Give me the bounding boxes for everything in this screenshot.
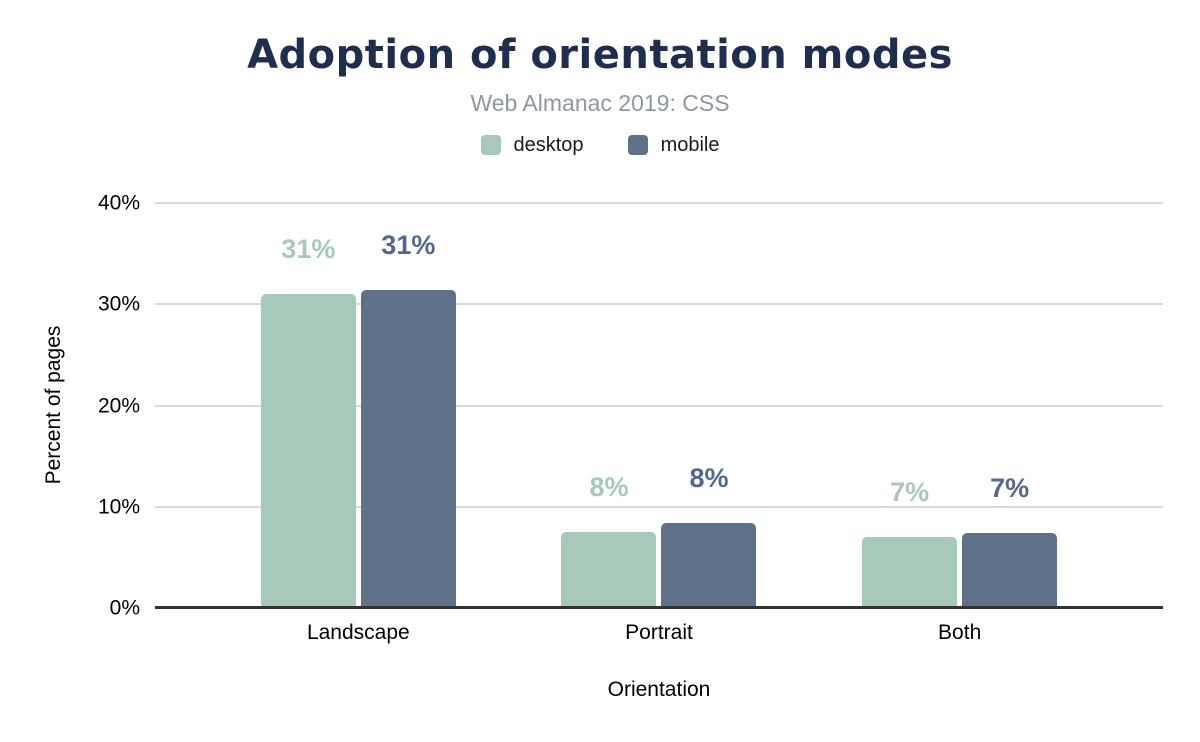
bar-group-both: 7% 7% Both — [809, 203, 1110, 644]
legend-label-mobile: mobile — [660, 134, 720, 157]
legend-label-desktop: desktop — [513, 134, 584, 157]
gridline-30 — [155, 303, 1163, 306]
bar-desktop-portrait[interactable]: 8% — [561, 474, 657, 608]
y-axis-title: Percent of pages — [42, 325, 65, 485]
bar-mobile-landscape[interactable]: 31% — [360, 232, 456, 608]
x-axis-line — [155, 606, 1163, 609]
bar-value-label-desktop-portrait: 8% — [589, 472, 629, 503]
gridline-10 — [155, 505, 1163, 508]
gridline-40 — [155, 202, 1163, 204]
bar-value-label-desktop-both: 7% — [890, 477, 930, 508]
bar-value-label-desktop-landscape: 31% — [281, 234, 336, 265]
y-tick-label-10: 10% — [97, 495, 140, 519]
bar-value-label-mobile-landscape: 31% — [381, 230, 436, 261]
bar-group-portrait: 8% 8% Portrait — [509, 203, 810, 644]
x-tick-label-portrait: Portrait — [625, 621, 693, 644]
legend-swatch-desktop-icon — [480, 135, 501, 156]
bar-desktop-both[interactable]: 7% — [862, 479, 958, 608]
chart-subtitle: Web Almanac 2019: CSS — [470, 90, 730, 116]
x-tick-label-both: Both — [938, 621, 982, 644]
bar-value-label-mobile-portrait: 8% — [689, 462, 729, 493]
y-tick-label-0: 0% — [109, 596, 140, 620]
x-tick-label-landscape: Landscape — [306, 621, 410, 644]
gridline-20 — [155, 404, 1163, 407]
plot-area: 0% 10% 20% 30% 40% 31% 31% Landscape 8% 8% Po… — [98, 193, 1163, 644]
x-axis-title: Orientation — [607, 678, 711, 701]
bar-desktop-landscape[interactable]: 31% — [260, 236, 356, 608]
legend: desktop mobile — [0, 134, 1200, 157]
bar-value-label-mobile-both: 7% — [990, 473, 1030, 504]
legend-item-desktop: desktop — [480, 134, 584, 157]
bar-mobile-portrait[interactable]: 8% — [661, 464, 757, 608]
chart-title: Adoption of orientation modes — [247, 32, 953, 78]
y-tick-label-20: 20% — [97, 394, 140, 417]
legend-item-mobile: mobile — [627, 134, 720, 157]
y-tick-label-30: 30% — [97, 292, 140, 316]
y-tick-label-40: 40% — [97, 191, 140, 215]
bar-group-landscape: 31% 31% Landscape — [208, 203, 509, 644]
bar-mobile-both[interactable]: 7% — [962, 475, 1058, 608]
legend-swatch-mobile-icon — [627, 135, 648, 156]
